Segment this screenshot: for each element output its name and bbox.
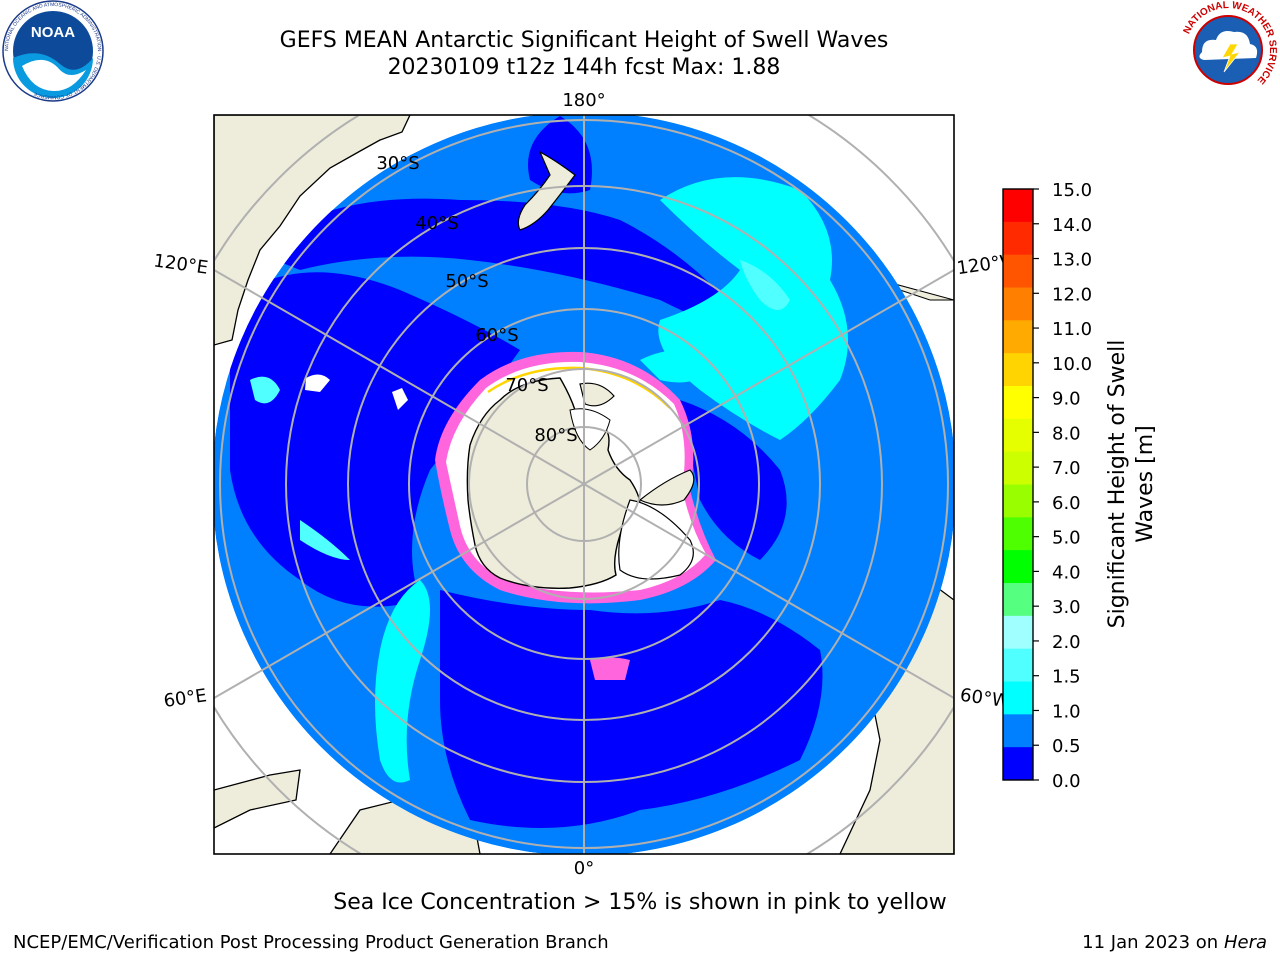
- sea-ice-caption: Sea Ice Concentration > 15% is shown in …: [333, 890, 947, 915]
- colorbar-segment: [1003, 681, 1033, 715]
- colorbar-segment: [1003, 484, 1033, 518]
- colorbar-tick-label: 8.0: [1052, 423, 1081, 444]
- colorbar-tick-label: 5.0: [1052, 528, 1081, 549]
- chart-subtitle: 20230109 t12z 144h fcst Max: 1.88: [387, 55, 781, 80]
- colorbar-segment: [1003, 320, 1033, 354]
- colorbar-segment: [1003, 648, 1033, 682]
- lat-label-30s: 30°S: [376, 153, 419, 174]
- new-zealand: [517, 150, 576, 231]
- colorbar-tick-label: 1.5: [1052, 667, 1081, 688]
- colorbar-segment: [1003, 550, 1033, 584]
- colorbar-tick-label: 12.0: [1052, 284, 1092, 305]
- colorbar-segment: [1003, 418, 1033, 453]
- colorbar-segment: [1003, 287, 1033, 321]
- lon-label-180: 180°: [562, 90, 605, 111]
- lat-label-50s: 50°S: [445, 271, 488, 292]
- lat-label-60s: 60°S: [475, 325, 518, 346]
- map-figure: 180° 0° 120°E 120°W 60°E 60°W 30°S 40°S …: [152, 90, 1158, 879]
- chart-title: GEFS MEAN Antarctic Significant Height o…: [279, 28, 889, 53]
- colorbar-tick-label: 0.0: [1052, 771, 1081, 792]
- map-frame: [213, 114, 955, 855]
- colorbar-segment: [1003, 517, 1033, 551]
- colorbar-segment: [1003, 221, 1033, 256]
- footer-date: 11 Jan 2023 on Hera: [1082, 932, 1267, 953]
- colorbar-segment: [1003, 583, 1033, 617]
- colorbar-tick-label: 13.0: [1052, 250, 1092, 271]
- colorbar-tick-label: 3.0: [1052, 597, 1081, 618]
- colorbar-tick-label: 11.0: [1052, 319, 1092, 340]
- lon-label-0: 0°: [574, 858, 594, 879]
- colorbar-segment: [1003, 714, 1033, 748]
- lat-label-80s: 80°S: [534, 425, 577, 446]
- colorbar-label-line2: Waves [m]: [1133, 425, 1158, 542]
- colorbar-tick-label: 7.0: [1052, 458, 1081, 479]
- colorbar-tick-label: 0.5: [1052, 736, 1081, 757]
- colorbar-frame: [1002, 188, 1034, 781]
- colorbar: 15.0 14.0 13.0 12.0 11.0 10.0 9.0 8.0 7.0 6.0 5.0 4…: [1002, 180, 1092, 792]
- nws-logo: NATIONAL WEATHER SERVICE: [1180, 0, 1278, 98]
- colorbar-tick-label: 4.0: [1052, 562, 1081, 583]
- colorbar-tick-label: 14.0: [1052, 215, 1092, 236]
- colorbar-segment: [1003, 615, 1033, 650]
- lon-label-60e: 60°E: [162, 685, 208, 712]
- colorbar-segment: [1003, 386, 1033, 420]
- footer-date-text: 11 Jan 2023 on: [1082, 932, 1224, 953]
- colorbar-tick-label: 6.0: [1052, 493, 1081, 514]
- colorbar-segment: [1003, 451, 1033, 485]
- noaa-logo: NOAA NATIONAL OCEANIC AND ATMOSPHERIC AD…: [2, 0, 104, 102]
- colorbar-segment: [1003, 189, 1033, 223]
- lat-label-40s: 40°S: [415, 213, 458, 234]
- lon-label-120e: 120°E: [152, 250, 209, 278]
- colorbar-tick-label: 10.0: [1052, 354, 1092, 375]
- colorbar-segment: [1003, 353, 1033, 387]
- colorbar-segment: [1003, 254, 1033, 288]
- noaa-logo-text: NOAA: [31, 24, 75, 41]
- colorbar-tick-label: 9.0: [1052, 389, 1081, 410]
- colorbar-tick-label: 1.0: [1052, 701, 1081, 722]
- graticule: [214, 115, 954, 854]
- colorbar-tick-label: 2.0: [1052, 632, 1081, 653]
- colorbar-segment: [1003, 747, 1033, 781]
- colorbar-tick-label: 15.0: [1052, 180, 1092, 201]
- footer-host: Hera: [1223, 932, 1267, 953]
- colorbar-label-line1: Significant Height of Swell: [1105, 340, 1130, 629]
- footer-credit: NCEP/EMC/Verification Post Processing Pr…: [13, 932, 609, 953]
- lat-label-70s: 70°S: [505, 375, 548, 396]
